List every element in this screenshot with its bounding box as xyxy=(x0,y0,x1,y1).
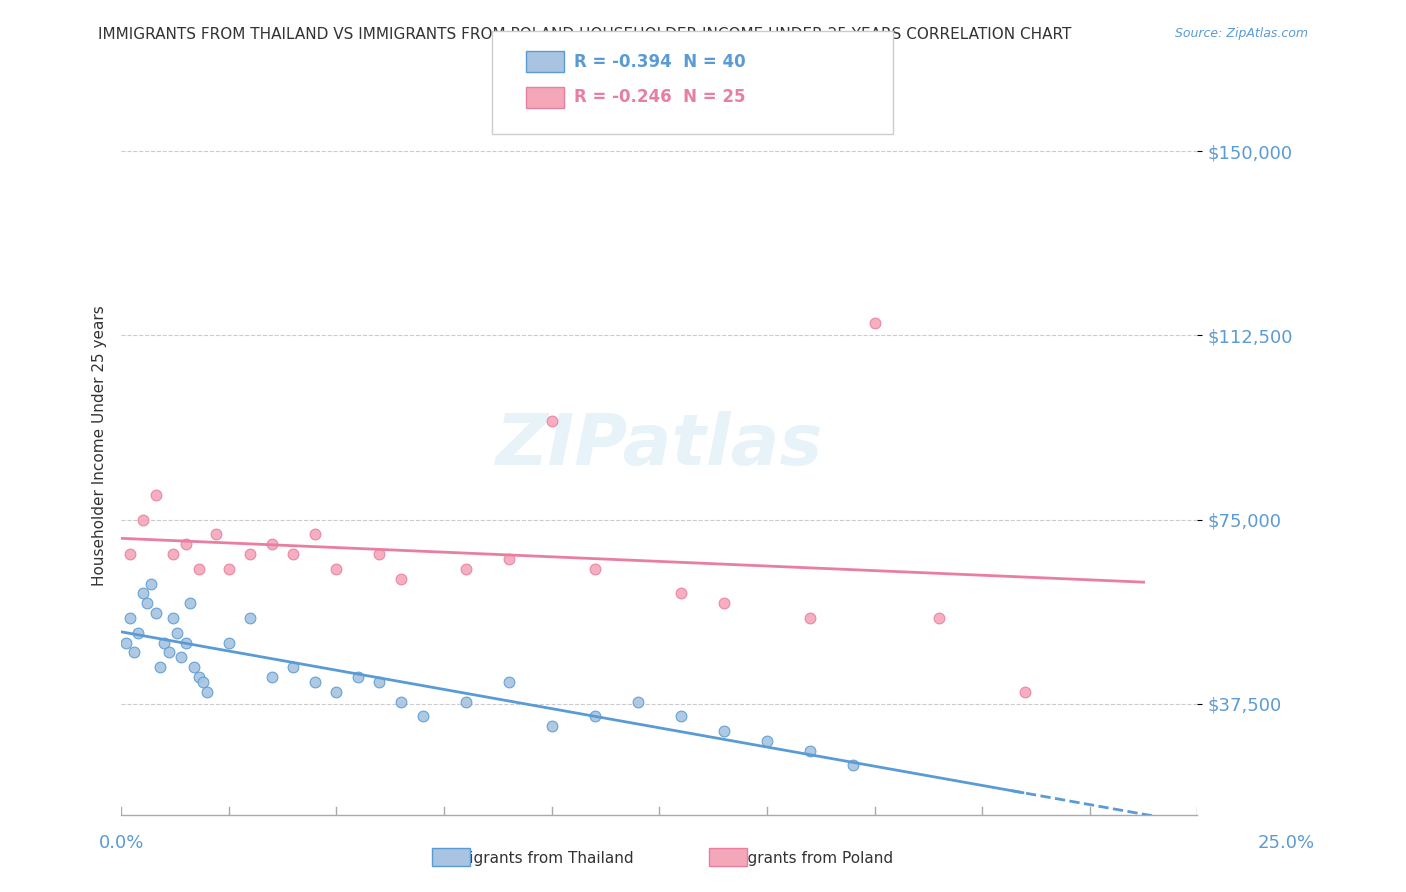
Point xyxy=(122,645,145,659)
Point xyxy=(583,709,606,723)
Point xyxy=(389,572,412,586)
Point xyxy=(412,709,434,723)
Point xyxy=(669,709,692,723)
Point xyxy=(799,611,821,625)
Text: R = -0.394  N = 40: R = -0.394 N = 40 xyxy=(574,53,745,70)
Point xyxy=(368,674,391,689)
Point xyxy=(283,660,305,674)
Point xyxy=(368,547,391,561)
Text: R = -0.246  N = 25: R = -0.246 N = 25 xyxy=(574,88,745,106)
Point xyxy=(179,596,201,610)
Point xyxy=(162,611,184,625)
Point xyxy=(239,547,262,561)
Point xyxy=(205,527,228,541)
Text: 25.0%: 25.0% xyxy=(1257,834,1315,852)
Point xyxy=(145,606,167,620)
Point xyxy=(149,660,172,674)
Point xyxy=(325,684,347,698)
Point xyxy=(863,316,886,330)
Point xyxy=(540,414,562,428)
Point xyxy=(713,724,735,739)
Point xyxy=(162,547,184,561)
Point xyxy=(239,611,262,625)
Point xyxy=(669,586,692,600)
Point xyxy=(187,670,209,684)
Point xyxy=(170,650,193,665)
Point xyxy=(174,537,197,551)
Point xyxy=(218,562,240,576)
Point xyxy=(347,670,370,684)
Point xyxy=(132,513,155,527)
Point xyxy=(755,734,778,748)
Point xyxy=(187,562,209,576)
Point xyxy=(583,562,606,576)
Point xyxy=(1014,684,1036,698)
Point xyxy=(540,719,562,733)
Point xyxy=(498,552,520,566)
Point xyxy=(191,674,214,689)
Point xyxy=(304,527,326,541)
Point xyxy=(498,674,520,689)
Point xyxy=(141,576,163,591)
Text: 0.0%: 0.0% xyxy=(98,834,143,852)
Text: Immigrants from Thailand: Immigrants from Thailand xyxy=(434,851,634,865)
Point xyxy=(304,674,326,689)
Point xyxy=(157,645,180,659)
Point xyxy=(166,625,188,640)
Point xyxy=(713,596,735,610)
Point xyxy=(127,625,149,640)
Point xyxy=(114,635,136,649)
Point xyxy=(283,547,305,561)
Text: ZIPatlas: ZIPatlas xyxy=(495,411,823,481)
Point xyxy=(842,758,865,772)
Point xyxy=(454,694,477,708)
Point xyxy=(145,488,167,502)
Y-axis label: Householder Income Under 25 years: Householder Income Under 25 years xyxy=(93,306,107,586)
Point xyxy=(174,635,197,649)
Text: Immigrants from Poland: Immigrants from Poland xyxy=(710,851,893,865)
Point xyxy=(153,635,176,649)
Text: IMMIGRANTS FROM THAILAND VS IMMIGRANTS FROM POLAND HOUSEHOLDER INCOME UNDER 25 Y: IMMIGRANTS FROM THAILAND VS IMMIGRANTS F… xyxy=(98,27,1071,42)
Point xyxy=(132,586,155,600)
Point xyxy=(260,670,283,684)
Point xyxy=(183,660,205,674)
Point xyxy=(389,694,412,708)
Point xyxy=(260,537,283,551)
Point xyxy=(928,611,950,625)
Text: Source: ZipAtlas.com: Source: ZipAtlas.com xyxy=(1174,27,1308,40)
Point xyxy=(195,684,218,698)
Point xyxy=(218,635,240,649)
Point xyxy=(799,744,821,758)
Point xyxy=(118,611,141,625)
Point xyxy=(136,596,159,610)
Point xyxy=(454,562,477,576)
Point xyxy=(325,562,347,576)
Point xyxy=(627,694,650,708)
Point xyxy=(118,547,141,561)
